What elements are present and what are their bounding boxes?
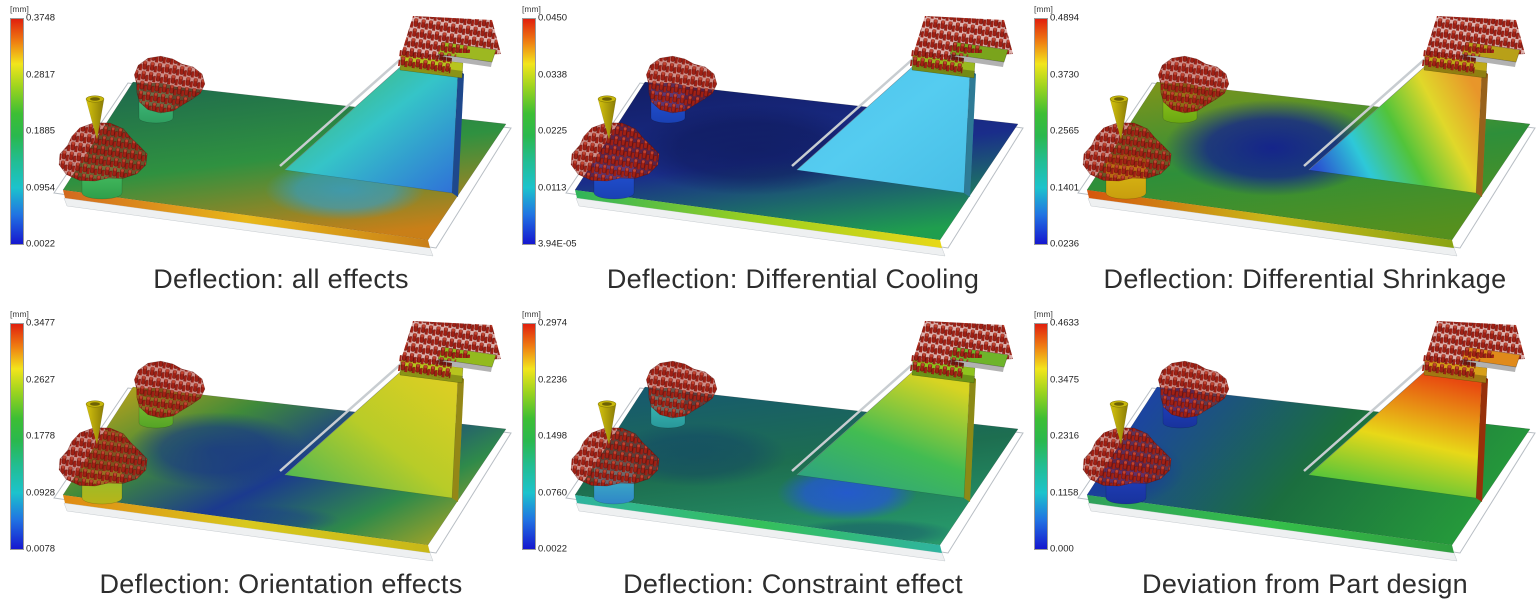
- deflection-render-orientation-effects: [53, 321, 512, 562]
- colorbar-tick: 0.1778: [26, 430, 56, 442]
- colorbar-tick: 0.2236: [538, 374, 568, 385]
- panel-deviation-from-part-design: [mm] 0.4633 0.3475 0.2316 0.1158 0.000 D…: [1024, 305, 1536, 610]
- colorbar-tick: 0.2817: [26, 69, 56, 80]
- colorbar-tick: 0.1158: [1050, 487, 1079, 498]
- colorbar-gradient: [522, 323, 536, 550]
- colorbar-tick-min: 0.000: [1050, 543, 1074, 555]
- colorbar-tick-min: 0.0022: [538, 543, 568, 555]
- colorbar-orientation-effects: [mm] 0.3477 0.2627 0.1778 0.0928 0.0078: [8, 309, 94, 565]
- deflection-render-constraint-effect: [565, 321, 1024, 562]
- colorbar-differential-cooling: [mm] 0.0450 0.0338 0.0225 0.0113 3.94E-0…: [520, 4, 606, 260]
- colorbar-ticks: 0.3477 0.2627 0.1778 0.0928 0.0078: [26, 318, 90, 555]
- colorbar-tick: 0.0338: [538, 69, 568, 80]
- colorbar-tick-max: 0.2974: [538, 317, 568, 329]
- colorbar-gradient: [10, 18, 24, 245]
- colorbar-all-effects: [mm] 0.3748 0.2817 0.1885 0.0954 0.0022: [8, 4, 94, 260]
- panel-caption: Deflection: all effects: [153, 264, 409, 294]
- colorbar-unit: [mm]: [1034, 309, 1053, 319]
- colorbar-tick-max: 0.3748: [26, 12, 56, 24]
- colorbar-unit: [mm]: [10, 309, 29, 319]
- colorbar-tick: 0.0928: [26, 487, 56, 498]
- colorbar-tick: 0.3730: [1050, 69, 1080, 80]
- colorbar-tick: 0.2565: [1050, 125, 1080, 137]
- colorbar-gradient: [522, 18, 536, 245]
- colorbar-tick-max: 0.4633: [1050, 317, 1080, 329]
- colorbar-tick: 0.0760: [538, 487, 568, 498]
- colorbar-tick-min: 0.0236: [1050, 238, 1080, 250]
- colorbar-tick: 0.1401: [1050, 182, 1080, 193]
- colorbar-tick-max: 0.3477: [26, 317, 56, 329]
- colorbar-tick-min: 0.0078: [26, 543, 56, 555]
- panel-deflection-all-effects: [mm] 0.3748 0.2817 0.1885 0.0954 0.0022 …: [0, 0, 512, 305]
- colorbar-gradient: [1034, 323, 1048, 550]
- colorbar-tick-max: 0.4894: [1050, 12, 1080, 24]
- panel-deflection-constraint-effect: [mm] 0.2974 0.2236 0.1498 0.0760 0.0022 …: [512, 305, 1024, 610]
- colorbar-unit: [mm]: [522, 309, 541, 319]
- colorbar-ticks: 0.2974 0.2236 0.1498 0.0760 0.0022: [538, 318, 602, 555]
- colorbar-unit: [mm]: [522, 4, 541, 14]
- colorbar-unit: [mm]: [1034, 4, 1053, 14]
- colorbar-tick: 0.0113: [538, 182, 567, 193]
- colorbar-tick: 0.2316: [1050, 430, 1080, 442]
- colorbar-tick: 0.0225: [538, 125, 568, 137]
- colorbar-ticks: 0.4633 0.3475 0.2316 0.1158 0.000: [1050, 318, 1114, 555]
- colorbar-tick: 0.0954: [26, 182, 56, 193]
- deflection-render-differential-shrinkage: [1077, 16, 1536, 257]
- panel-caption: Deflection: Constraint effect: [623, 569, 963, 599]
- deflection-render-differential-cooling: [565, 16, 1024, 257]
- colorbar-tick: 0.2627: [26, 374, 56, 385]
- panel-caption: Deflection: Differential Shrinkage: [1103, 264, 1507, 294]
- panel-caption: Deflection: Orientation effects: [99, 569, 463, 599]
- colorbar-constraint-effect: [mm] 0.2974 0.2236 0.1498 0.0760 0.0022: [520, 309, 606, 565]
- colorbar-tick: 0.1498: [538, 430, 568, 442]
- colorbar-tick-min: 0.0022: [26, 238, 56, 250]
- colorbar-ticks: 0.3748 0.2817 0.1885 0.0954 0.0022: [26, 13, 90, 250]
- colorbar-gradient: [1034, 18, 1048, 245]
- colorbar-tick: 0.1885: [26, 125, 56, 137]
- panel-caption: Deviation from Part design: [1142, 569, 1468, 599]
- colorbar-differential-shrinkage: [mm] 0.4894 0.3730 0.2565 0.1401 0.0236: [1032, 4, 1118, 260]
- panel-deflection-differential-cooling: [mm] 0.0450 0.0338 0.0225 0.0113 3.94E-0…: [512, 0, 1024, 305]
- colorbar-tick-min: 3.94E-05: [538, 238, 577, 250]
- colorbar-ticks: 0.4894 0.3730 0.2565 0.1401 0.0236: [1050, 13, 1114, 250]
- colorbar-tick: 0.3475: [1050, 374, 1080, 385]
- deflection-render-all-effects: [53, 16, 512, 257]
- colorbar-gradient: [10, 323, 24, 550]
- deviation-render-part-design: [1077, 321, 1536, 562]
- panel-deflection-differential-shrinkage: [mm] 0.4894 0.3730 0.2565 0.1401 0.0236 …: [1024, 0, 1536, 305]
- colorbar-deviation: [mm] 0.4633 0.3475 0.2316 0.1158 0.000: [1032, 309, 1118, 565]
- colorbar-ticks: 0.0450 0.0338 0.0225 0.0113 3.94E-05: [538, 13, 602, 250]
- panel-deflection-orientation-effects: [mm] 0.3477 0.2627 0.1778 0.0928 0.0078 …: [0, 305, 512, 610]
- panel-caption: Deflection: Differential Cooling: [606, 264, 980, 294]
- colorbar-tick-max: 0.0450: [538, 12, 568, 24]
- colorbar-unit: [mm]: [10, 4, 29, 14]
